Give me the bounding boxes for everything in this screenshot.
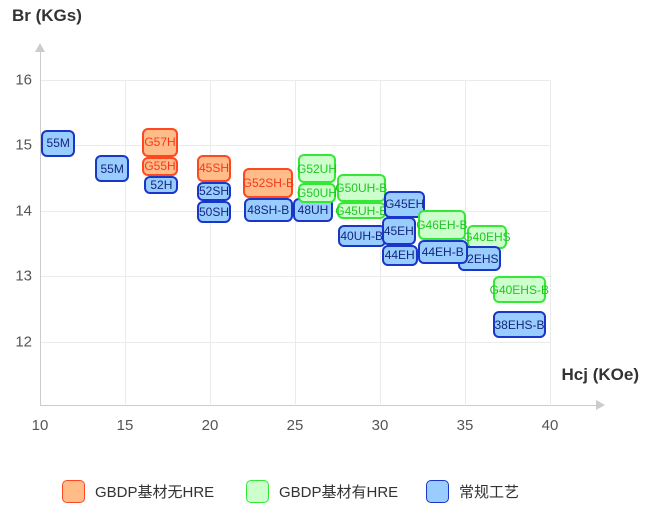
legend-label: GBDP基材有HRE <box>279 484 399 501</box>
grade-label: G50UH-B <box>335 180 388 195</box>
grade-label: 52SH <box>198 184 230 199</box>
y-tick-label: 14 <box>15 202 32 220</box>
grade-label: 45SH <box>198 161 230 176</box>
y-axis-line <box>39 50 41 405</box>
grade-box-48sh-b[interactable]: 48SH-B <box>244 198 293 222</box>
x-axis-line <box>40 404 598 406</box>
grade-box-g50uh-b[interactable]: G50UH-B <box>335 173 388 203</box>
grade-box-45sh[interactable]: 45SH <box>197 154 231 182</box>
grade-box-g50uh[interactable]: G50UH <box>297 183 338 203</box>
y-tick-label: 15 <box>15 136 32 154</box>
grade-label: G57H <box>144 135 176 150</box>
grade-box-g45uh-b[interactable]: G45UH-B <box>335 202 388 220</box>
legend-item-gbdp_no_hre[interactable]: GBDP基材无HRE <box>62 480 214 503</box>
grade-label: 42EHS <box>460 251 499 266</box>
legend-swatch-gbdp_hre <box>246 480 269 503</box>
v-gridline <box>550 80 551 404</box>
y-tick-label: 16 <box>15 71 32 89</box>
legend-item-conventional[interactable]: 常规工艺 <box>426 480 519 503</box>
grade-label: 48UH <box>297 202 329 217</box>
grade-label: 45EH <box>383 223 414 238</box>
grade-label: G45UH-B <box>335 203 388 218</box>
grade-box-55m-2[interactable]: 55M <box>95 155 130 183</box>
grade-label: 55M <box>100 161 124 176</box>
x-tick-label: 10 <box>31 417 49 434</box>
grade-box-g40ehs-b[interactable]: G40EHS-B <box>489 276 549 303</box>
grade-box-52sh[interactable]: 52SH <box>197 182 231 201</box>
grade-label: G55H <box>144 159 176 174</box>
grade-box-g52uh[interactable]: G52UH <box>297 153 338 184</box>
legend-label: 常规工艺 <box>459 484 520 501</box>
grade-box-40uh-b[interactable]: 40UH-B <box>337 224 386 247</box>
x-tick-label: 40 <box>541 417 559 434</box>
x-axis-title: Hcj (KOe) <box>561 365 639 384</box>
legend: GBDP基材无HRE GBDP基材有HRE 常规工艺 <box>0 480 645 508</box>
legend-swatch-gbdp_no_hre <box>62 480 85 503</box>
grade-box-55m[interactable]: 55M <box>41 129 76 158</box>
grade-label: G46EH-B <box>416 217 468 232</box>
x-axis-arrow-icon <box>596 400 605 410</box>
grade-label: 50SH <box>198 204 230 219</box>
grade-box-44eh-b[interactable]: 44EH-B <box>417 239 468 264</box>
grade-label: G52SH-B <box>242 176 294 191</box>
grade-label: G50UH <box>297 186 338 201</box>
grade-label: 52H <box>150 178 173 193</box>
v-gridline <box>210 80 211 404</box>
y-tick-label: 12 <box>15 333 32 351</box>
grade-box-38ehs-b[interactable]: 38EHS-B <box>493 310 546 339</box>
grade-label: 40UH-B <box>340 228 384 243</box>
y-axis-arrow-icon <box>35 43 45 52</box>
grade-box-50sh[interactable]: 50SH <box>197 200 231 223</box>
grade-label: 48SH-B <box>247 203 290 218</box>
grade-label: G40EHS <box>463 229 511 244</box>
v-gridline <box>125 80 126 404</box>
x-tick-label: 20 <box>201 417 219 434</box>
legend-item-gbdp_hre[interactable]: GBDP基材有HRE <box>246 480 398 503</box>
grade-label: 44EH-B <box>421 244 464 259</box>
grade-label: G52UH <box>297 161 338 176</box>
grade-box-g55h[interactable]: G55H <box>142 156 178 177</box>
grade-label: G40EHS-B <box>489 282 549 297</box>
x-tick-label: 35 <box>456 417 474 434</box>
grade-box-44eh[interactable]: 44EH <box>381 244 418 266</box>
grade-box-g52sh-b[interactable]: G52SH-B <box>242 168 294 199</box>
y-tick-label: 13 <box>15 267 32 285</box>
grade-label: 38EHS-B <box>494 317 545 332</box>
x-tick-label: 25 <box>286 417 304 434</box>
v-gridline <box>295 80 296 404</box>
x-tick-label: 30 <box>371 417 389 434</box>
x-tick-label: 15 <box>116 417 134 434</box>
grade-box-g57h[interactable]: G57H <box>142 128 178 157</box>
grade-label: 55M <box>46 136 70 151</box>
legend-swatch-conventional <box>426 480 449 503</box>
legend-label: GBDP基材无HRE <box>95 484 215 501</box>
grade-box-45eh[interactable]: 45EH <box>381 216 417 245</box>
y-axis-title: Br (KGs) <box>12 6 82 25</box>
grade-box-52h[interactable]: 52H <box>144 176 179 195</box>
grade-box-g45eh[interactable]: G45EH <box>384 190 426 218</box>
grade-box-g46eh-b[interactable]: G46EH-B <box>416 210 468 240</box>
grade-label: G45EH <box>384 197 425 212</box>
grade-label: 44EH <box>384 248 415 263</box>
